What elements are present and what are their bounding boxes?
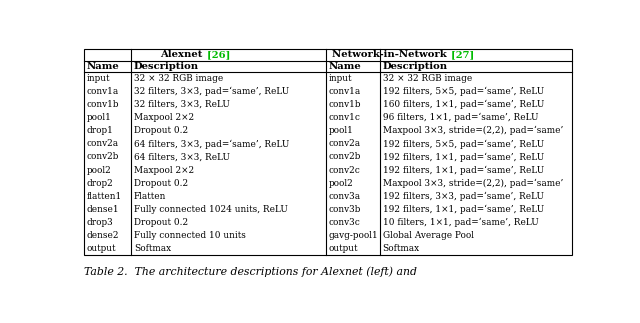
Text: [27]: [27] — [449, 50, 474, 59]
Text: 64 filters, 3×3, pad=‘same’, ReLU: 64 filters, 3×3, pad=‘same’, ReLU — [134, 139, 289, 149]
Text: flatten1: flatten1 — [86, 192, 122, 201]
Text: Table 2.  The architecture descriptions for Alexnet (left) and: Table 2. The architecture descriptions f… — [84, 267, 417, 277]
Text: 64 filters, 3×3, ReLU: 64 filters, 3×3, ReLU — [134, 152, 230, 162]
Text: conv3b: conv3b — [328, 205, 361, 214]
Text: 160 filters, 1×1, pad=‘same’, ReLU: 160 filters, 1×1, pad=‘same’, ReLU — [383, 100, 544, 109]
Text: conv1a: conv1a — [86, 87, 119, 96]
Text: Name: Name — [328, 62, 361, 71]
Text: Softmax: Softmax — [134, 244, 171, 253]
Text: conv2b: conv2b — [328, 152, 361, 162]
Text: drop2: drop2 — [86, 179, 113, 188]
Text: 192 filters, 1×1, pad=‘same’, ReLU: 192 filters, 1×1, pad=‘same’, ReLU — [383, 205, 544, 214]
Text: pool2: pool2 — [328, 179, 353, 188]
Text: dense1: dense1 — [86, 205, 119, 214]
Text: 192 filters, 5×5, pad=‘same’, ReLU: 192 filters, 5×5, pad=‘same’, ReLU — [383, 87, 544, 96]
Text: conv1c: conv1c — [328, 113, 360, 122]
Text: [26]: [26] — [205, 50, 230, 59]
Text: conv2c: conv2c — [328, 166, 360, 174]
Text: Maxpool 2×2: Maxpool 2×2 — [134, 166, 194, 174]
Text: input: input — [328, 74, 352, 83]
Text: Dropout 0.2: Dropout 0.2 — [134, 179, 188, 188]
Text: pool1: pool1 — [328, 126, 353, 135]
Text: 32 × 32 RGB image: 32 × 32 RGB image — [134, 74, 223, 83]
Text: conv1b: conv1b — [328, 100, 361, 109]
Text: 32 filters, 3×3, ReLU: 32 filters, 3×3, ReLU — [134, 100, 230, 109]
Text: conv2b: conv2b — [86, 152, 119, 162]
Text: conv2a: conv2a — [328, 139, 360, 148]
Text: Flatten: Flatten — [134, 192, 166, 201]
Text: gavg-pool1: gavg-pool1 — [328, 231, 378, 240]
Text: Global Average Pool: Global Average Pool — [383, 231, 474, 240]
Text: 192 filters, 1×1, pad=‘same’, ReLU: 192 filters, 1×1, pad=‘same’, ReLU — [383, 152, 544, 162]
Text: conv3a: conv3a — [328, 192, 360, 201]
Text: Dropout 0.2: Dropout 0.2 — [134, 126, 188, 135]
Text: conv3c: conv3c — [328, 218, 360, 227]
Text: 96 filters, 1×1, pad=‘same’, ReLU: 96 filters, 1×1, pad=‘same’, ReLU — [383, 113, 538, 122]
Text: input: input — [86, 74, 110, 83]
Text: Dropout 0.2: Dropout 0.2 — [134, 218, 188, 227]
Text: output: output — [328, 244, 358, 253]
Text: Name: Name — [86, 62, 119, 71]
Text: conv1b: conv1b — [86, 100, 119, 109]
Text: drop1: drop1 — [86, 126, 113, 135]
Text: Fully connected 1024 units, ReLU: Fully connected 1024 units, ReLU — [134, 205, 288, 214]
Text: Maxpool 3×3, stride=(2,2), pad=‘same’: Maxpool 3×3, stride=(2,2), pad=‘same’ — [383, 179, 563, 188]
Text: Alexnet: Alexnet — [161, 50, 205, 59]
Text: 32 filters, 3×3, pad=‘same’, ReLU: 32 filters, 3×3, pad=‘same’, ReLU — [134, 87, 289, 96]
Text: output: output — [86, 244, 116, 253]
Text: pool2: pool2 — [86, 166, 111, 174]
Text: drop3: drop3 — [86, 218, 113, 227]
Text: pool1: pool1 — [86, 113, 111, 122]
Text: 192 filters, 5×5, pad=‘same’, ReLU: 192 filters, 5×5, pad=‘same’, ReLU — [383, 139, 544, 149]
Text: 192 filters, 1×1, pad=‘same’, ReLU: 192 filters, 1×1, pad=‘same’, ReLU — [383, 165, 544, 175]
Text: Maxpool 2×2: Maxpool 2×2 — [134, 113, 194, 122]
Text: dense2: dense2 — [86, 231, 119, 240]
Text: conv2a: conv2a — [86, 139, 118, 148]
Text: 192 filters, 3×3, pad=‘same’, ReLU: 192 filters, 3×3, pad=‘same’, ReLU — [383, 192, 543, 201]
Text: Description: Description — [383, 62, 448, 71]
Text: Network-in-Network: Network-in-Network — [332, 50, 449, 59]
Text: Description: Description — [134, 62, 199, 71]
Bar — [84, 49, 572, 255]
Text: Maxpool 3×3, stride=(2,2), pad=‘same’: Maxpool 3×3, stride=(2,2), pad=‘same’ — [383, 126, 563, 135]
Text: Fully connected 10 units: Fully connected 10 units — [134, 231, 246, 240]
Text: conv1a: conv1a — [328, 87, 360, 96]
Text: 10 filters, 1×1, pad=‘same’, ReLU: 10 filters, 1×1, pad=‘same’, ReLU — [383, 218, 538, 227]
Text: Softmax: Softmax — [383, 244, 420, 253]
Text: 32 × 32 RGB image: 32 × 32 RGB image — [383, 74, 472, 83]
